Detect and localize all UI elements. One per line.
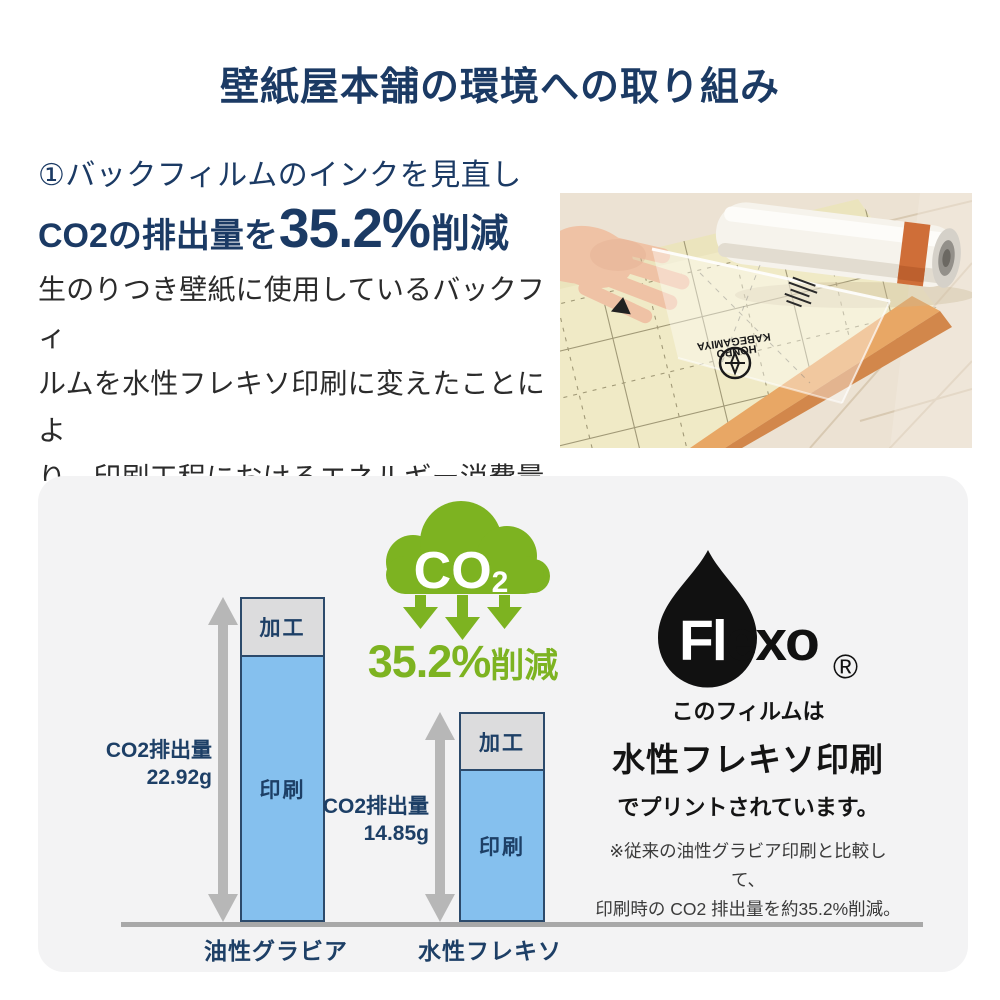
product-photo: KABEGAMIYA HONPO [560,193,972,448]
co2-reduction-headline: CO2の排出量を 35.2% 削減 [38,196,509,260]
svg-text:CO2: CO2 [414,542,509,600]
film-description: このフィルムは 水性フレキソ印刷 でプリントされています。 ※従来の油性グラビア… [593,694,903,924]
bar-flexo-segment-processing: 加工 [461,714,543,771]
page-title: 壁紙屋本舗の環境への取り組み [219,66,780,109]
clear-film: KABEGAMIYA HONPO [610,247,891,404]
bar-flexo: 加工 印刷 [459,712,545,922]
wallpaper-roll [715,202,961,288]
co2-cloud-icon: CO2 [386,501,550,640]
film-note: ※従来の油性グラビア印刷と比較して、 印刷時の CO2 排出量を約35.2%削減… [595,841,901,919]
amount-label-gravure: CO2排出量 22.92g [105,739,212,789]
film-line-2: 水性フレキソ印刷 [612,741,884,778]
registered-mark: ® [833,648,858,686]
intro-paragraph-line: 生のりつき壁紙に使用しているバックフィ [38,274,546,352]
svg-text:HONPO: HONPO [715,342,757,360]
amount-label-flexo: CO2排出量 14.85g [322,795,429,845]
height-arrow-icon [425,712,455,922]
category-label-flexo: 水性フレキソ [418,938,562,964]
co2-headline-percent: 35.2% [278,197,431,259]
intro-paragraph-line: ルムを水性フレキソ印刷に変えたことによ [38,368,546,446]
svg-text:Flexo: Flexo [679,609,818,673]
hand [560,225,690,324]
co2-headline-suffix: 削減 [430,213,509,256]
category-label-gravure: 油性グラビア [204,938,348,964]
reduction-label: 35.2%削減 [367,636,559,687]
water-drop-icon [658,550,757,688]
bar-gravure: 加工 印刷 [240,597,325,922]
bar-gravure-segment-printing: 印刷 [259,778,306,802]
bar-flexo-segment-printing: 印刷 [479,835,525,859]
bar-gravure-segment-processing: 加工 [242,599,323,657]
film-line-1: このフィルムは [671,699,825,724]
flexo-logo: Flexo ® [658,550,858,688]
co2-headline-prefix: CO2の排出量を [38,217,278,255]
height-arrow-icon [208,597,238,922]
infographic-panel: CO2排出量 22.92g 加工 印刷 CO2排出量 14.85g [38,476,968,972]
sheet-orange-edge [690,296,940,448]
chart-axis [121,922,923,927]
section-1-heading: ①バックフィルムのインクを見直し [38,159,522,192]
film-line-3: でプリントされています。 [617,795,879,820]
